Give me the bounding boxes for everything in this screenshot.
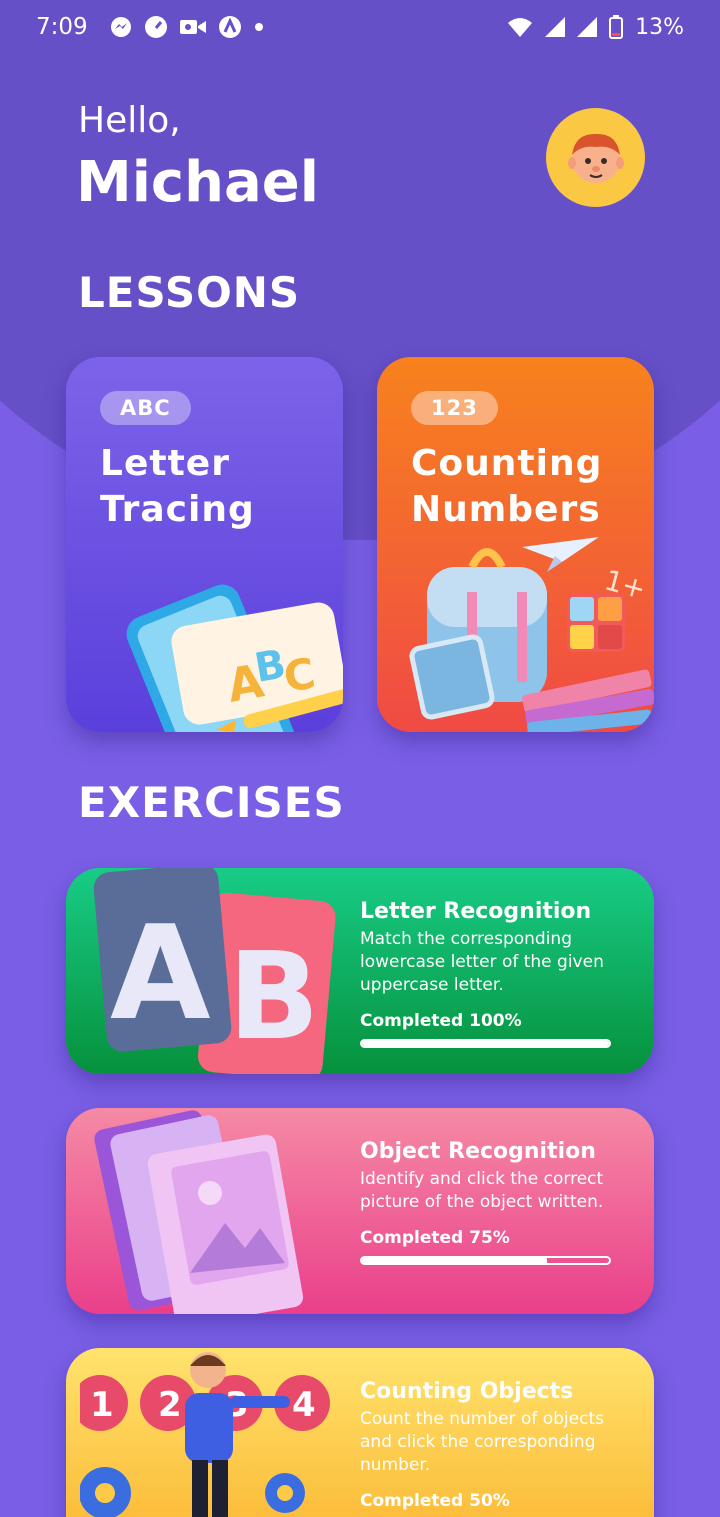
lesson-title: Counting Numbers [411,443,603,530]
status-bar: 7:09 13% [0,0,720,54]
exercise-progress-label: Completed 50% [360,1491,510,1511]
boy-numbers-illustration: 1 2 3 4 [80,1352,330,1517]
greeting-hello: Hello, [78,100,181,141]
lessons-title: LESSONS [78,268,301,317]
dot-icon [254,22,264,32]
ab-blocks-illustration: B A [93,868,336,1074]
exercise-title: Letter Recognition [360,899,592,924]
speedometer-icon [144,15,168,39]
exercise-progress-label: Completed 75% [360,1228,510,1248]
exercise-description: Count the number of objects and click th… [360,1409,604,1475]
lesson-tag: 123 [411,391,498,425]
avatar[interactable] [546,108,645,207]
wifi-icon [507,16,533,38]
messenger-icon [110,16,132,38]
signal-icon [545,17,566,37]
exercise-description: Match the corresponding lowercase letter… [360,929,604,995]
battery-icon [609,15,624,39]
exercise-card-object-recognition[interactable]: Object Recognition Identify and click th… [66,1108,654,1314]
lesson-tag: ABC [100,391,191,425]
phone-abc-illustration: A B C [126,584,343,732]
exercises-title: EXERCISES [78,778,345,827]
exercise-title: Counting Objects [360,1379,574,1404]
svg-text:2: 2 [158,1385,182,1425]
video-icon [179,18,206,36]
exercise-title: Object Recognition [360,1139,596,1164]
exercise-progress-bar [360,1039,611,1048]
exercise-card-letter-recognition[interactable]: B A Letter Recognition Match the corresp… [66,868,654,1074]
lesson-card-counting-numbers[interactable]: 123 Counting Numbers 1+ [377,357,654,732]
svg-text:A: A [110,897,211,1049]
svg-text:B: B [228,928,319,1067]
backpack-math-illustration: 1+ [409,537,654,732]
lesson-title: Letter Tracing [100,443,255,530]
exercise-card-counting-objects[interactable]: 1 2 3 4 Counting Objects Count the numbe… [66,1348,654,1517]
exercise-description: Identify and click the correct picture o… [360,1169,604,1212]
exercise-progress-bar [360,1256,611,1265]
battery-percent: 13% [635,14,684,40]
svg-text:1: 1 [90,1385,114,1425]
boy-face-icon [567,133,624,183]
picture-frames-illustration [94,1110,304,1314]
user-name: Michael [76,150,319,215]
exercise-progress-fill [362,1041,609,1046]
svg-text:4: 4 [292,1385,316,1425]
status-time: 7:09 [36,14,88,40]
signal-icon [577,17,598,37]
exercise-progress-fill [362,1258,548,1263]
lesson-card-letter-tracing[interactable]: ABC Letter Tracing A B C [66,357,343,732]
exercise-progress-label: Completed 100% [360,1011,522,1031]
arc-icon [218,15,242,39]
